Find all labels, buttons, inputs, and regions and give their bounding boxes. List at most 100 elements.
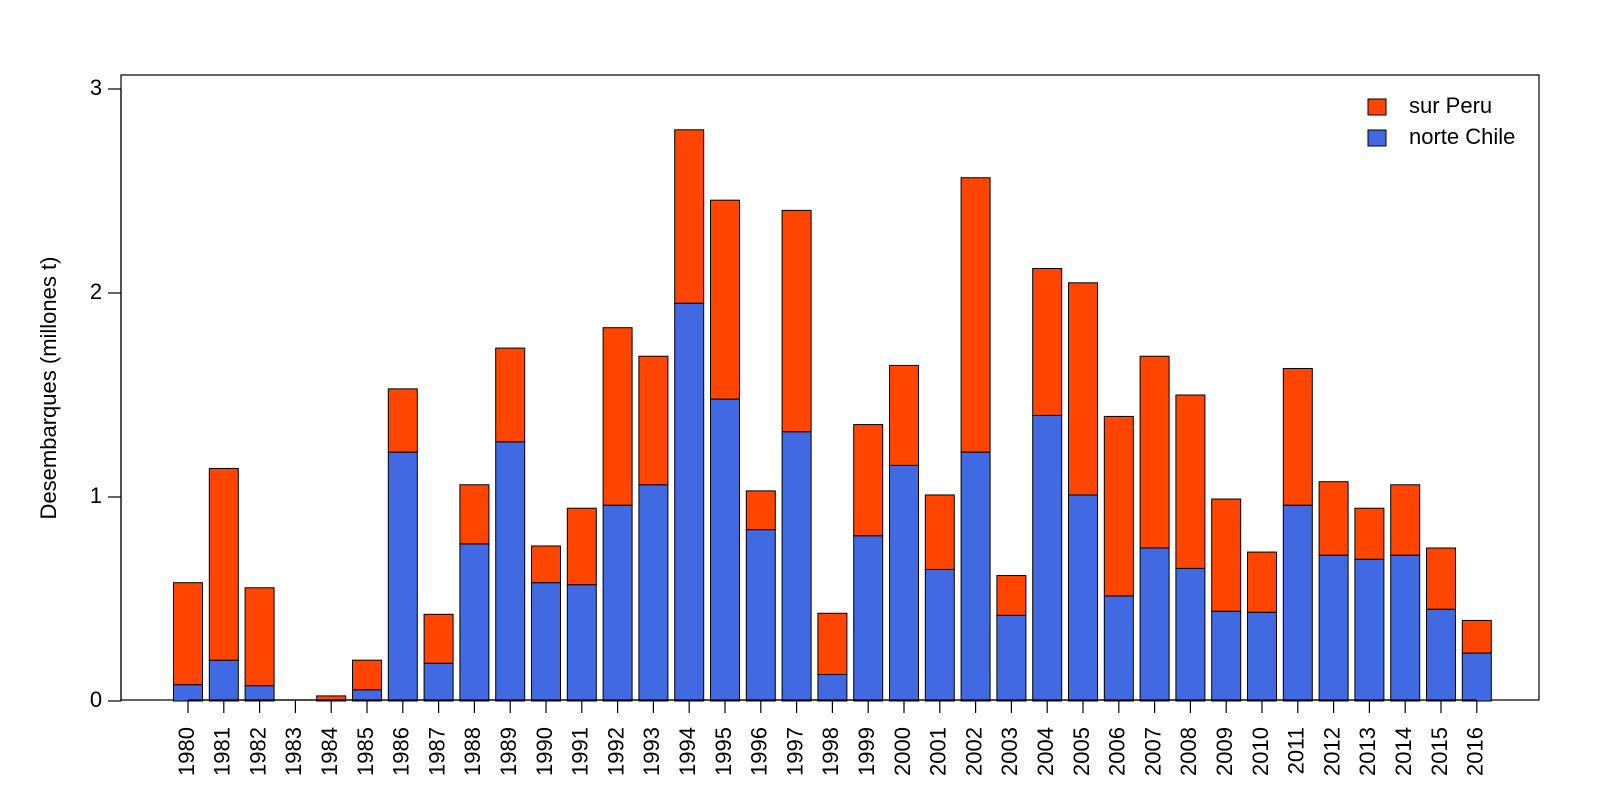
legend: sur Peru norte Chile — [1367, 93, 1515, 149]
bar-norte-chile-2015 — [1426, 608, 1456, 702]
bar-sur-peru-1995 — [710, 199, 740, 400]
bar-norte-chile-1980 — [173, 684, 203, 702]
bar-sur-peru-2004 — [1032, 268, 1063, 416]
x-axis: 1980 1981 1982 1983 1984 1985 1986 1987 1988 1989… — [174, 699, 1488, 776]
bar-sur-peru-1987 — [423, 613, 454, 664]
bar-sur-peru-2003 — [996, 575, 1027, 616]
bar-norte-chile-1995 — [710, 398, 740, 702]
bar-norte-chile-2013 — [1354, 558, 1385, 702]
bar-sur-peru-2006 — [1103, 415, 1134, 597]
x-tick-label: 1993 — [639, 727, 664, 776]
bar-norte-chile-1986 — [387, 451, 418, 702]
y-tick-label: 2 — [90, 279, 102, 304]
x-tick-label: 2002 — [961, 727, 986, 776]
y-axis-label: Desembarques (millones t) — [36, 257, 61, 520]
bar-norte-chile-2002 — [960, 451, 991, 702]
x-tick-label: 1990 — [532, 727, 557, 776]
bar-norte-chile-1996 — [745, 529, 776, 702]
x-tick-label: 2008 — [1176, 727, 1201, 776]
bar-sur-peru-1980 — [173, 582, 203, 686]
bar-sur-peru-2010 — [1247, 551, 1277, 613]
x-tick-label: 2010 — [1248, 727, 1273, 776]
bar-sur-peru-1999 — [853, 424, 884, 537]
x-tick-label: 2000 — [890, 727, 915, 776]
bar-sur-peru-1981 — [208, 467, 239, 661]
bar-norte-chile-2012 — [1318, 554, 1349, 702]
bar-sur-peru-1991 — [566, 507, 597, 586]
x-tick-label: 2015 — [1427, 727, 1452, 776]
bar-sur-peru-1986 — [387, 388, 418, 453]
x-tick-label: 2011 — [1284, 727, 1309, 774]
bar-sur-peru-2002 — [960, 177, 991, 453]
bar-sur-peru-1992 — [602, 327, 633, 506]
x-tick-label: 1996 — [747, 727, 772, 776]
y-axis: 0 1 2 3 — [90, 75, 122, 712]
bar-sur-peru-1998 — [817, 612, 848, 675]
legend-swatch — [1367, 98, 1387, 116]
bar-sur-peru-2016 — [1461, 619, 1492, 654]
bar-norte-chile-2006 — [1103, 595, 1134, 702]
x-tick-label: 1989 — [496, 727, 521, 776]
bar-norte-chile-2014 — [1390, 554, 1421, 702]
bar-norte-chile-2010 — [1247, 611, 1277, 702]
bar-sur-peru-1985 — [352, 659, 382, 691]
x-tick-label: 1998 — [818, 727, 843, 776]
x-tick-label: 1982 — [245, 727, 270, 776]
x-tick-label: 1983 — [281, 727, 306, 776]
x-tick-label: 1988 — [460, 727, 485, 776]
bar-norte-chile-2007 — [1139, 547, 1170, 702]
x-tick-label: 2009 — [1212, 727, 1237, 776]
bar-sur-peru-2005 — [1068, 282, 1098, 496]
bar-sur-peru-2011 — [1282, 367, 1313, 506]
bar-sur-peru-1982 — [244, 587, 275, 687]
x-tick-label: 2003 — [997, 727, 1022, 776]
bar-sur-peru-2012 — [1318, 481, 1349, 556]
x-tick-label: 1994 — [675, 727, 700, 776]
bar-norte-chile-2011 — [1282, 504, 1313, 702]
bar-sur-peru-1989 — [495, 347, 526, 443]
y-tick-label: 3 — [90, 75, 102, 100]
bar-norte-chile-1981 — [208, 659, 239, 702]
bar-sur-peru-1997 — [781, 209, 812, 433]
bars — [173, 129, 1492, 702]
bar-norte-chile-2009 — [1211, 610, 1242, 702]
bar-norte-chile-1992 — [602, 504, 633, 702]
bar-sur-peru-1990 — [531, 545, 561, 584]
bar-sur-peru-1994 — [674, 129, 705, 304]
legend-label: norte Chile — [1409, 124, 1515, 149]
bar-norte-chile-2016 — [1461, 652, 1492, 702]
x-tick-label: 1980 — [174, 727, 199, 776]
x-tick-label: 1984 — [317, 727, 342, 776]
legend-label: sur Peru — [1409, 93, 1492, 118]
bar-sur-peru-1996 — [745, 490, 776, 531]
x-tick-label: 2001 — [926, 727, 951, 776]
x-tick-label: 1999 — [854, 727, 879, 776]
bar-norte-chile-2004 — [1032, 414, 1063, 702]
x-tick-label: 2007 — [1140, 727, 1165, 776]
bar-norte-chile-1997 — [781, 431, 812, 702]
bar-norte-chile-1985 — [352, 689, 382, 702]
bar-sur-peru-2014 — [1390, 484, 1421, 556]
bar-sur-peru-2009 — [1211, 498, 1242, 612]
x-tick-label: 1985 — [353, 727, 378, 776]
x-tick-label: 2004 — [1033, 727, 1058, 776]
bar-sur-peru-2008 — [1175, 394, 1206, 569]
x-tick-label: 1997 — [782, 727, 807, 776]
x-tick-label: 2013 — [1355, 727, 1380, 776]
bar-sur-peru-2007 — [1139, 355, 1170, 549]
x-tick-label: 1981 — [210, 727, 235, 776]
bar-norte-chile-1982 — [244, 685, 275, 702]
bar-norte-chile-1990 — [531, 582, 561, 702]
bar-norte-chile-2003 — [996, 614, 1027, 702]
bar-norte-chile-1988 — [459, 543, 490, 702]
bar-sur-peru-2000 — [889, 364, 919, 466]
x-tick-label: 2014 — [1391, 727, 1416, 776]
x-tick-label: 2005 — [1069, 727, 1094, 776]
x-tick-label: 2012 — [1319, 727, 1344, 776]
bar-sur-peru-2015 — [1426, 547, 1456, 610]
bar-sur-peru-1988 — [459, 484, 490, 545]
bar-sur-peru-1993 — [638, 355, 669, 486]
x-tick-label: 1991 — [568, 727, 593, 776]
bar-norte-chile-2008 — [1175, 567, 1206, 702]
